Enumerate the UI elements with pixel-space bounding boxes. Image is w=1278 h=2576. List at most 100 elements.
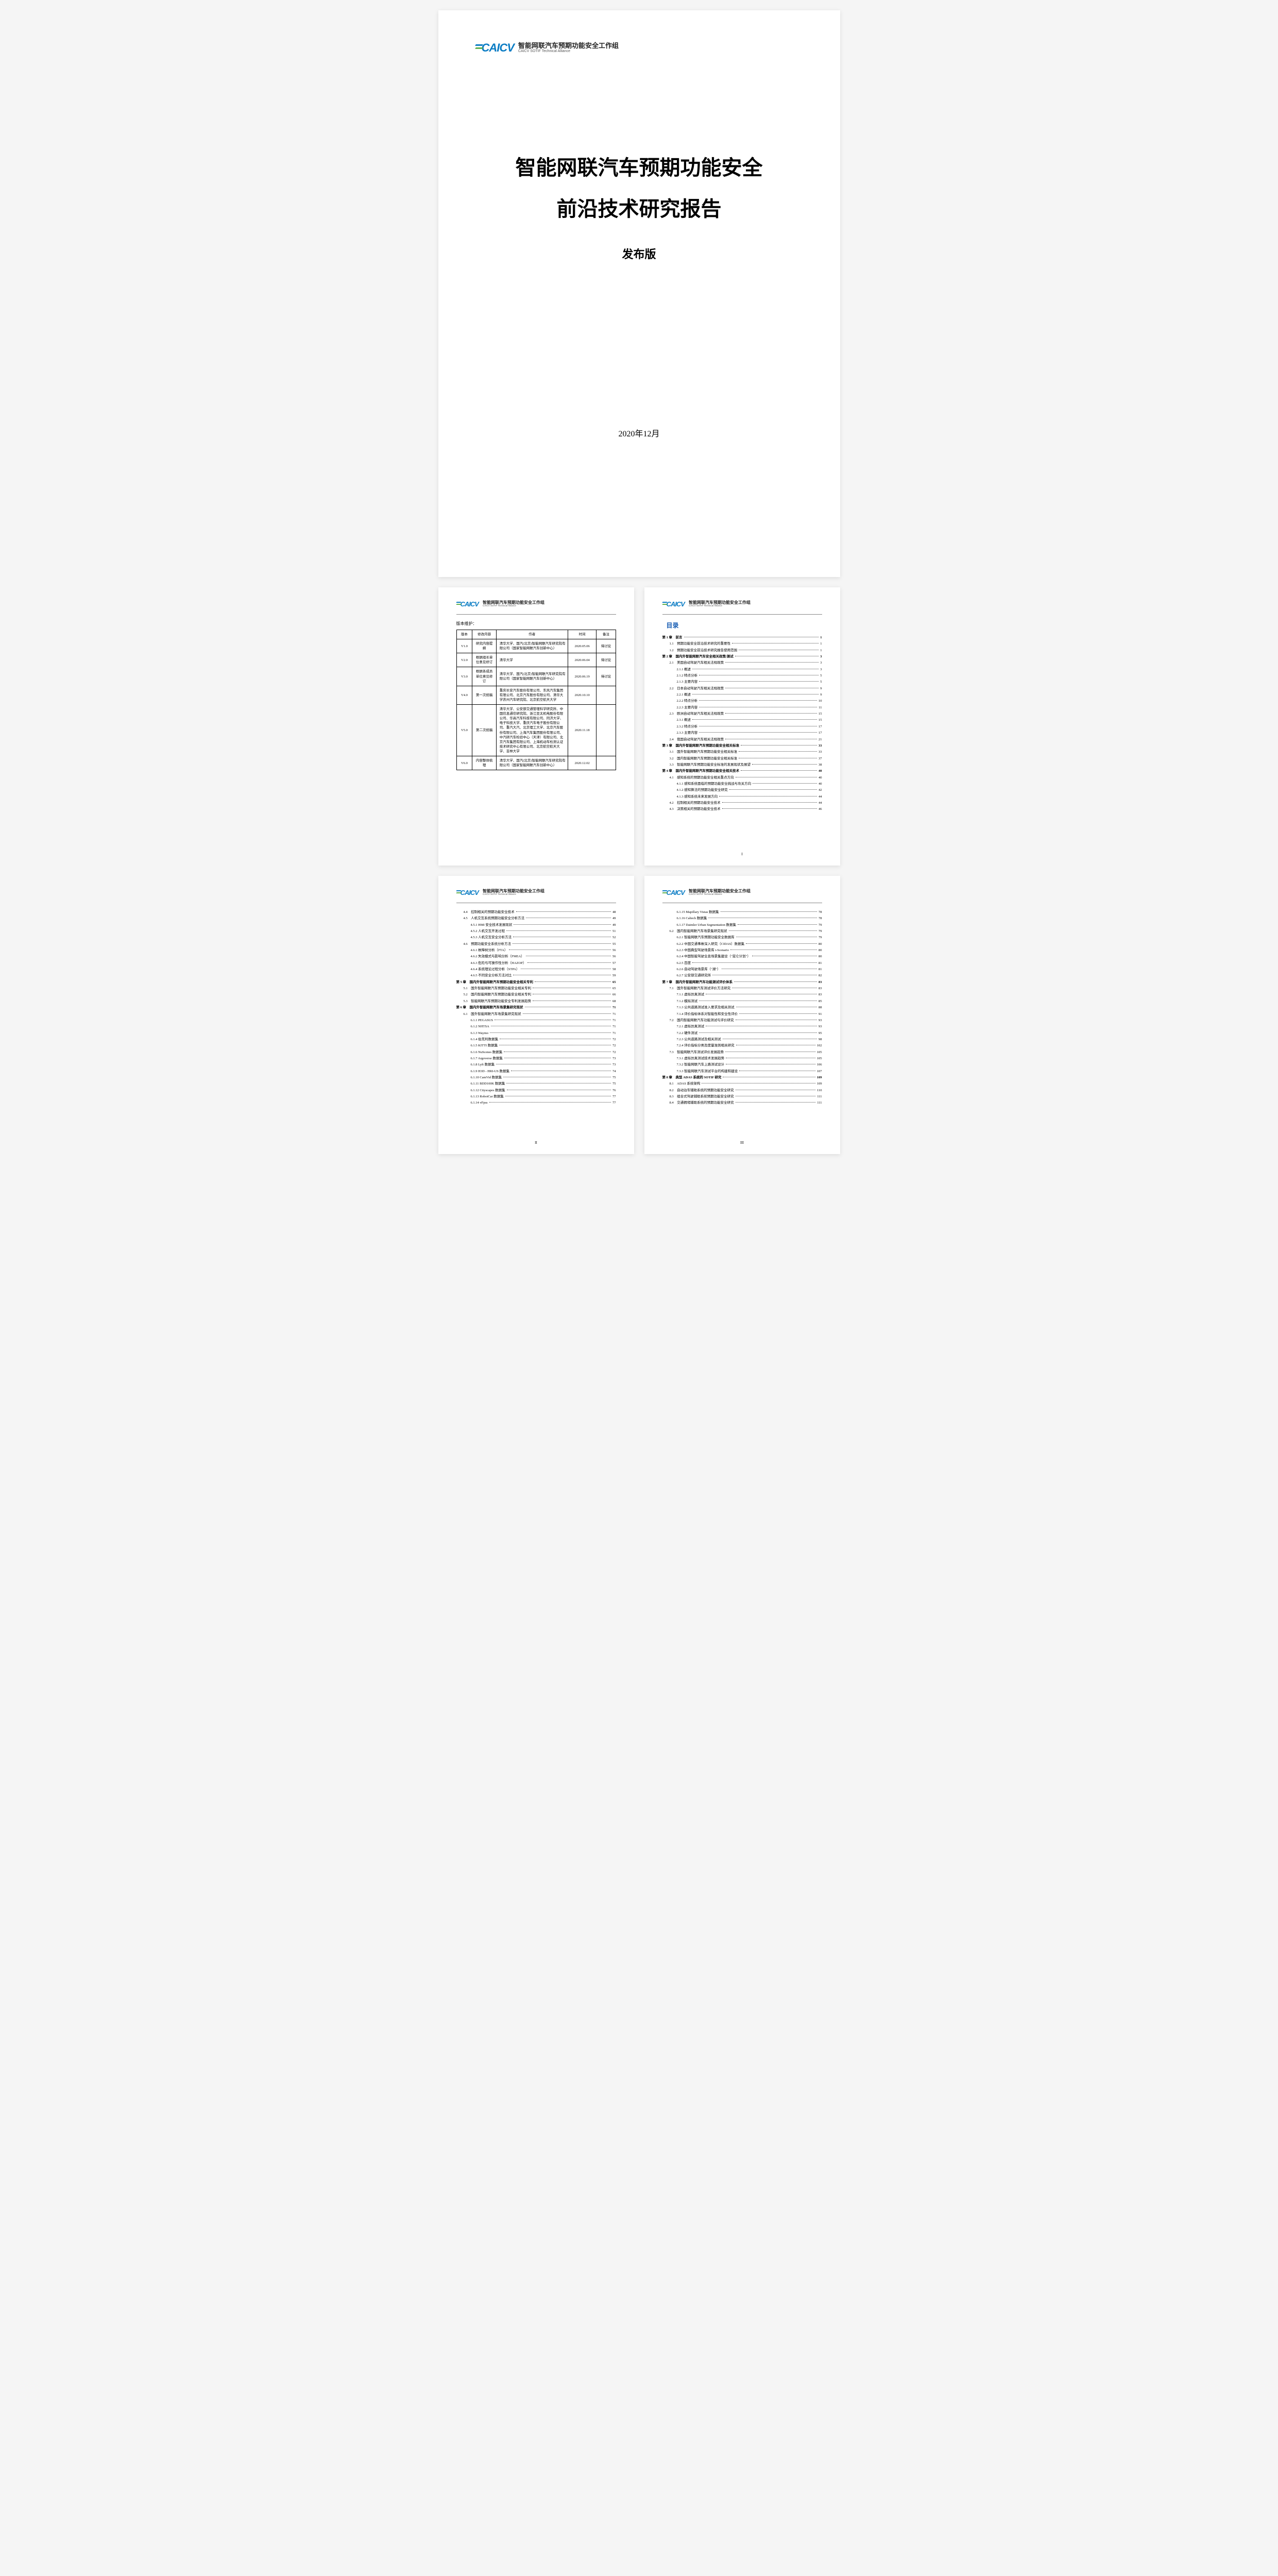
toc-label: 6.1.14 vFpss: [471, 1100, 488, 1106]
toc-entry: 7.3 智能网联汽车测试评价发展趋势105: [662, 1049, 822, 1056]
toc-entry: 4.2 控制相关的预期功能安全技术44: [662, 800, 822, 806]
toc-leader: [535, 981, 611, 982]
toc-page-num: 3: [820, 667, 822, 673]
toc-entry: 6.1.17 Daimler Urban Segmentation 数据集79: [662, 922, 822, 928]
toc-entry: 2.2.2 特点分析10: [662, 698, 822, 704]
divider: [456, 614, 616, 615]
toc-entry: 第 7 章 国内外智能网联汽车功能测试评价体系83: [662, 979, 822, 986]
toc-page-num: 49: [612, 922, 616, 928]
toc-label: 6.2.6 自动驾驶场景库（"湖"）: [677, 967, 721, 973]
toc-entry: 4.1.1 感知系统面临的预期功能安全挑战与攻关方向40: [662, 781, 822, 787]
toc-label: 第 1 章 前言: [662, 635, 683, 641]
toc-label: 6.1.5 KITTI 数据集: [471, 1043, 498, 1049]
toc-entry: 6.1.10 CamVid 数据集75: [456, 1075, 616, 1081]
toc-entry: 第 3 章 国内外智能网联汽车预期功能安全相关标准33: [662, 743, 822, 749]
toc-page-num: 80: [819, 941, 822, 947]
toc-entry: 6.2 国内智能网联汽车场景集研究现状79: [662, 928, 822, 935]
toc-leader: [722, 808, 817, 809]
toc-label: 第 7 章 国内外智能网联汽车功能测试评价体系: [662, 979, 733, 986]
table-row: V1.0研究内容提纲清华大学、国汽(北京)智能网联汽车研究院有限公司（国家智能网…: [456, 639, 616, 653]
toc-label: 7.2.2 硬件测试: [677, 1030, 698, 1037]
toc-label: 4.6.5 不同安全分析方法对比: [471, 973, 512, 979]
page-number: I: [644, 852, 840, 856]
toc-leader: [752, 764, 817, 765]
toc-entry: 4.3 决策相关的预期功能安全技术46: [662, 806, 822, 812]
toc-page-num: 83: [819, 992, 822, 998]
toc-entry: 4.1.3 感知系统未来发展方向44: [662, 794, 822, 800]
toc-entry: 2.3.3 主要内容17: [662, 730, 822, 736]
toc-leader: [746, 943, 817, 944]
toc-page-num: 51: [612, 928, 616, 935]
toc-page-num: 56: [612, 947, 616, 954]
toc-label: 8.2 自动泊车辅助系统的预期功能安全研究: [670, 1088, 734, 1094]
toc-page-num: 21: [819, 737, 822, 743]
toc-entry: 6.1 国外智能网联汽车场景集研究现状 71: [456, 1011, 616, 1018]
toc-label: 6.1.16 Caltech 数据集: [677, 916, 707, 922]
toc-page-num: 93: [819, 1024, 822, 1030]
toc-page-num: 81: [819, 967, 822, 973]
toc-page-num: 76: [612, 1088, 616, 1094]
logo: CAICV 智能网联汽车预期功能安全工作组 CAICV SOTIF Techni…: [474, 41, 804, 55]
toc-entry: 2.2.3 主要内容11: [662, 705, 822, 711]
toc-leader: [725, 662, 819, 663]
toc-label: 6.1 国外智能网联汽车场景集研究现状: [464, 1011, 521, 1018]
page-number: II: [438, 1141, 634, 1145]
toc-leader: [692, 962, 817, 963]
toc-page-num: 107: [817, 1069, 822, 1075]
toc-label: 7.3.3 智能网联汽车测试平台的构建和建设: [677, 1069, 738, 1075]
toc-entry: 2.3 欧洲自动驾驶汽车相关法规政策15: [662, 711, 822, 717]
toc-page-num: 74: [612, 1069, 616, 1075]
toc-page-num: 9: [820, 686, 822, 692]
toc-label: 8.3 组合式驾驶辅助系统预期功能安全研究: [670, 1094, 734, 1100]
toc-page-num: 88: [819, 1005, 822, 1011]
toc-leader: [514, 924, 611, 925]
toc-entry: 1.2 预期功能安全前沿技术研究报告使用范围1: [662, 648, 822, 654]
toc-entry: 6.1.4 伯克利数据集72: [456, 1037, 616, 1043]
toc-list-2: 4.4 控制相关的预期功能安全技术484.5 人机交互系统预期功能安全分析方法4…: [456, 909, 616, 1107]
toc-entry: 7.2.2 硬件测试95: [662, 1030, 822, 1037]
toc-entry: 6.2.4 中国智能驾驶全息场景集建设（"昆仑计划"）80: [662, 954, 822, 960]
toc-entry: 8.4 交通拥堵辅助系统的预期功能安全研究111: [662, 1100, 822, 1106]
toc-page-2: CAICV 智能网联汽车预期功能安全工作组 CAICV SOTIF Techni…: [438, 876, 634, 1154]
toc-label: 4.1 感知系统的预期功能安全相关重点方向: [670, 775, 734, 781]
toc-entry: 4.4 控制相关的预期功能安全技术48: [456, 909, 616, 916]
toc-label: 4.6.2 失效模式与影响分析（FMEA）: [471, 954, 524, 960]
toc-label: 2.2 日本自动驾驶汽车相关法规政策: [670, 686, 724, 692]
toc-leader: [699, 700, 817, 701]
toc-list-3: 6.1.15 Mapillary Vistas 数据集786.1.16 Calt…: [662, 909, 822, 1107]
toc-entry: 7.1.4 评价指标体系对智能性和安全性评价91: [662, 1011, 822, 1018]
toc-page-num: 5: [820, 679, 822, 685]
toc-entry: 4.6.5 不同安全分析方法对比59: [456, 973, 616, 979]
toc-entry: 6.2.6 自动驾驶场景库（"湖"） 81: [662, 967, 822, 973]
toc-page-num: 1: [820, 635, 822, 641]
toc-entry: 7.3.3 智能网联汽车测试平台的构建和建设 107: [662, 1069, 822, 1075]
toc-label: 1.2 预期功能安全前沿技术研究报告使用范围: [670, 648, 738, 654]
toc-entry: 1.1 预期功能安全前沿技术研究的重要性1: [662, 641, 822, 647]
toc-entry: 7.1.3 公共道路测试准入要求及相关测试88: [662, 1005, 822, 1011]
toc-page-num: 91: [819, 1011, 822, 1018]
toc-entry: 4.5.3 人机交互安全分析方法52: [456, 935, 616, 941]
toc-page-num: 73: [612, 1056, 616, 1062]
toc-label: 第 6 章 国内外智能网联汽车场景集研究现状: [456, 1005, 523, 1011]
toc-leader: [739, 751, 817, 752]
toc-page-num: 78: [819, 916, 822, 922]
toc-page-num: 78: [819, 909, 822, 916]
toc-page-num: 71: [612, 1024, 616, 1030]
toc-entry: 3.3 智能网联汽车预期功能安全标准的发展现状及展望38: [662, 762, 822, 768]
toc-label: 6.2.2 中国交通事故深入研究（CIDAS）数据集: [677, 941, 745, 947]
toc-leader: [738, 924, 817, 925]
toc-entry: 5.3 智能网联汽车预期功能安全专利发展趋势68: [456, 998, 616, 1005]
toc-page-num: 46: [819, 806, 822, 812]
toc-leader: [489, 1102, 611, 1103]
toc-entry: 6.1.7 Argoverse 数据集73: [456, 1056, 616, 1062]
toc-label: 2.1.2 特点分析: [677, 673, 698, 679]
toc-entry: 第 5 章 国内外智能网联汽车预期功能安全相关专利65: [456, 979, 616, 986]
toc-entry: 8.1 ADAS 系统架构109: [662, 1081, 822, 1087]
toc-label: 6.1.1 PEGASUS: [471, 1018, 493, 1024]
toc-page-num: 73: [612, 1062, 616, 1068]
toc-page-num: 71: [612, 1011, 616, 1018]
toc-leader: [753, 783, 817, 784]
toc-page-1: CAICV 智能网联汽车预期功能安全工作组 CAICV SOTIF Techni…: [644, 587, 840, 866]
toc-label: 6.2.1 智能网联汽车预期功能安全数据库: [677, 935, 735, 941]
toc-entry: 2.2.1 概述9: [662, 692, 822, 698]
